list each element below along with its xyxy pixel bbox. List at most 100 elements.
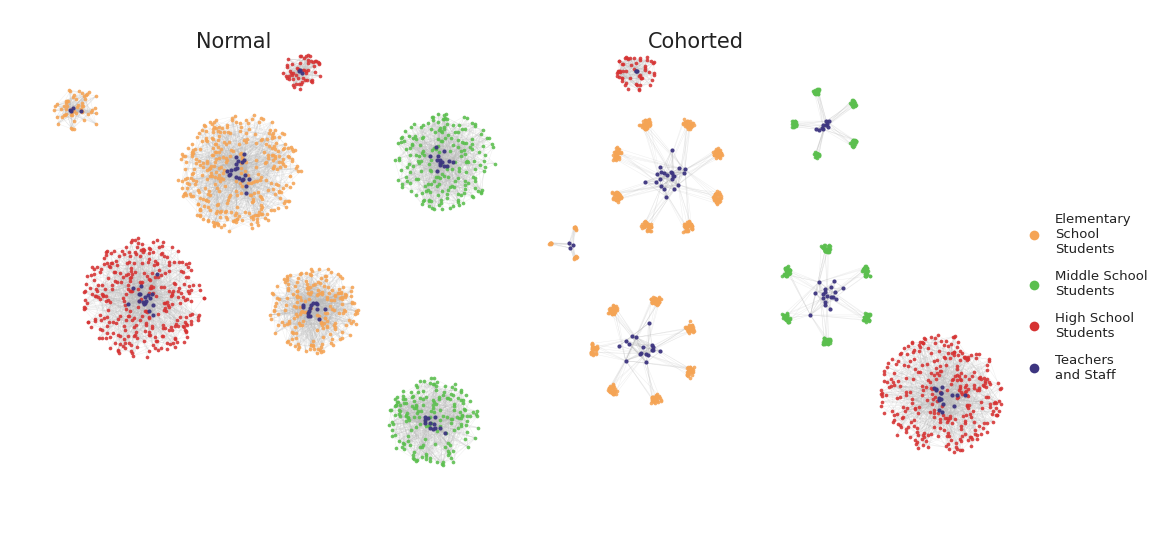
- Point: [294, 73, 313, 82]
- Point: [630, 56, 649, 65]
- Point: [278, 273, 297, 282]
- Point: [288, 65, 307, 73]
- Point: [541, 239, 559, 248]
- Point: [457, 412, 476, 420]
- Point: [238, 118, 257, 127]
- Point: [230, 149, 249, 158]
- Point: [442, 453, 461, 462]
- Point: [56, 110, 74, 119]
- Point: [236, 208, 255, 216]
- Point: [419, 413, 437, 422]
- Point: [143, 341, 162, 350]
- Point: [422, 374, 441, 383]
- Point: [293, 78, 312, 87]
- Point: [187, 210, 206, 219]
- Point: [855, 264, 873, 272]
- Point: [777, 311, 795, 320]
- Point: [542, 239, 561, 248]
- Point: [601, 381, 620, 390]
- Point: [683, 367, 701, 376]
- Point: [204, 218, 222, 226]
- Point: [170, 257, 188, 266]
- Point: [266, 144, 285, 153]
- Point: [309, 60, 328, 68]
- Point: [599, 386, 618, 395]
- Point: [197, 134, 215, 142]
- Point: [607, 144, 626, 152]
- Point: [184, 164, 202, 173]
- Point: [213, 152, 231, 161]
- Point: [604, 309, 622, 318]
- Point: [216, 153, 235, 162]
- Point: [114, 322, 133, 330]
- Point: [386, 401, 405, 409]
- Point: [855, 271, 873, 280]
- Point: [233, 215, 251, 224]
- Point: [211, 170, 229, 179]
- Point: [114, 342, 133, 351]
- Point: [407, 191, 426, 199]
- Point: [292, 52, 311, 61]
- Point: [276, 140, 294, 149]
- Point: [298, 279, 316, 288]
- Point: [437, 193, 456, 202]
- Point: [600, 303, 619, 312]
- Point: [120, 312, 138, 321]
- Point: [643, 293, 662, 302]
- Point: [662, 167, 680, 176]
- Point: [293, 66, 312, 75]
- Point: [644, 395, 663, 404]
- Point: [123, 315, 142, 324]
- Point: [914, 333, 933, 342]
- Point: [326, 324, 344, 333]
- Point: [604, 381, 622, 390]
- Point: [60, 87, 79, 95]
- Point: [815, 338, 834, 346]
- Point: [640, 115, 658, 123]
- Point: [249, 188, 267, 197]
- Point: [872, 389, 891, 398]
- Point: [152, 241, 171, 250]
- Point: [263, 117, 281, 126]
- Point: [416, 186, 435, 195]
- Point: [407, 381, 426, 390]
- Point: [207, 124, 226, 133]
- Point: [427, 399, 445, 408]
- Point: [456, 184, 475, 193]
- Point: [902, 395, 921, 403]
- Point: [141, 283, 159, 292]
- Point: [680, 317, 699, 326]
- Point: [707, 146, 726, 155]
- Point: [858, 267, 877, 276]
- Point: [204, 151, 222, 159]
- Point: [128, 334, 147, 342]
- Point: [297, 52, 315, 61]
- Point: [680, 365, 699, 374]
- Point: [311, 288, 329, 297]
- Point: [422, 419, 441, 427]
- Point: [235, 136, 254, 145]
- Point: [472, 189, 491, 197]
- Point: [455, 139, 473, 147]
- Point: [181, 311, 200, 320]
- Point: [178, 178, 197, 187]
- Point: [636, 121, 655, 130]
- Point: [607, 190, 626, 198]
- Point: [74, 116, 93, 124]
- Point: [627, 333, 645, 342]
- Point: [642, 219, 661, 228]
- Point: [806, 288, 825, 297]
- Point: [463, 135, 481, 144]
- Point: [680, 327, 699, 336]
- Point: [257, 139, 276, 148]
- Point: [644, 296, 663, 305]
- Point: [99, 305, 117, 314]
- Point: [317, 322, 336, 330]
- Point: [875, 370, 893, 379]
- Point: [608, 193, 627, 202]
- Point: [933, 367, 951, 375]
- Point: [884, 369, 902, 378]
- Point: [855, 313, 873, 322]
- Point: [842, 136, 861, 145]
- Point: [179, 281, 198, 290]
